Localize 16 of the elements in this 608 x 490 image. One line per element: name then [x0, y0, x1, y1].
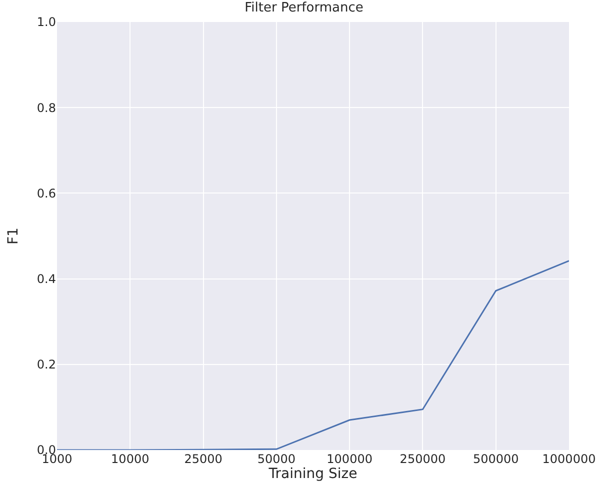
x-tick-label: 25000 [184, 452, 222, 466]
x-tick-label: 100000 [326, 452, 372, 466]
x-tick-label: 50000 [257, 452, 296, 466]
y-tick-label: 0.6 [36, 186, 56, 200]
chart-title: Filter Performance [244, 0, 364, 16]
y-axis-title: F1 [6, 228, 22, 244]
x-axis-title: Training Size [268, 466, 358, 482]
y-tick-label: 1.0 [36, 15, 56, 30]
y-tick-label: 0.2 [36, 358, 56, 372]
x-tick-label: 1000000 [542, 452, 596, 466]
x-tick-label: 250000 [400, 452, 446, 466]
line-series [57, 260, 569, 450]
x-tick-label: 500000 [472, 452, 519, 466]
x-tick-label: 10000 [111, 452, 150, 466]
y-tick-label: 0.8 [36, 100, 56, 115]
y-tick-label: 0.4 [36, 272, 56, 286]
